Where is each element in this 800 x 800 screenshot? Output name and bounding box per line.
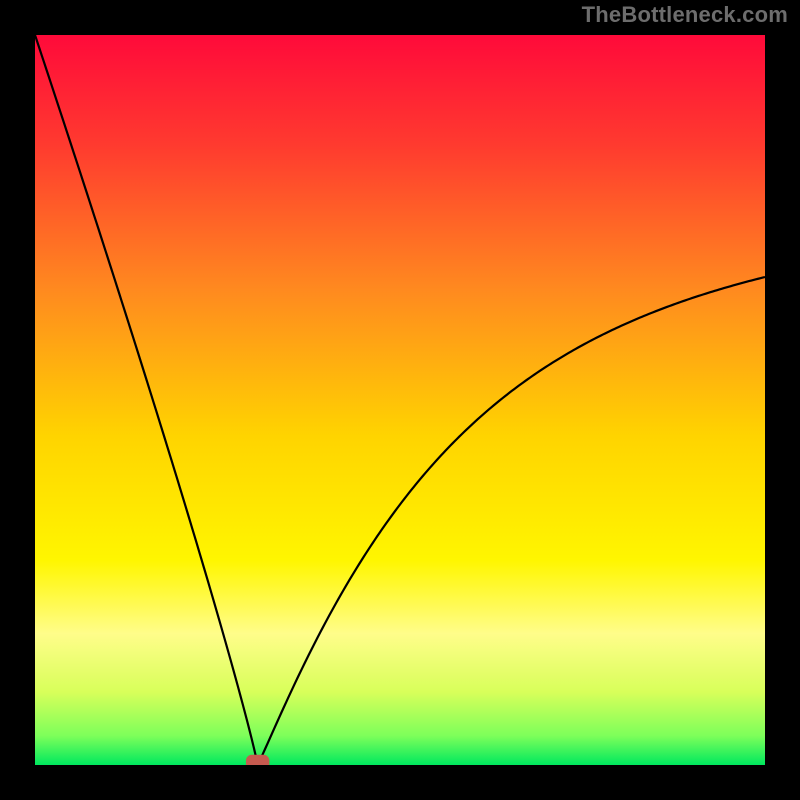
plot-area: [35, 35, 765, 769]
bottleneck-chart: [0, 0, 800, 800]
watermark-text: TheBottleneck.com: [582, 2, 788, 28]
chart-stage: TheBottleneck.com: [0, 0, 800, 800]
gradient-background: [35, 35, 765, 765]
